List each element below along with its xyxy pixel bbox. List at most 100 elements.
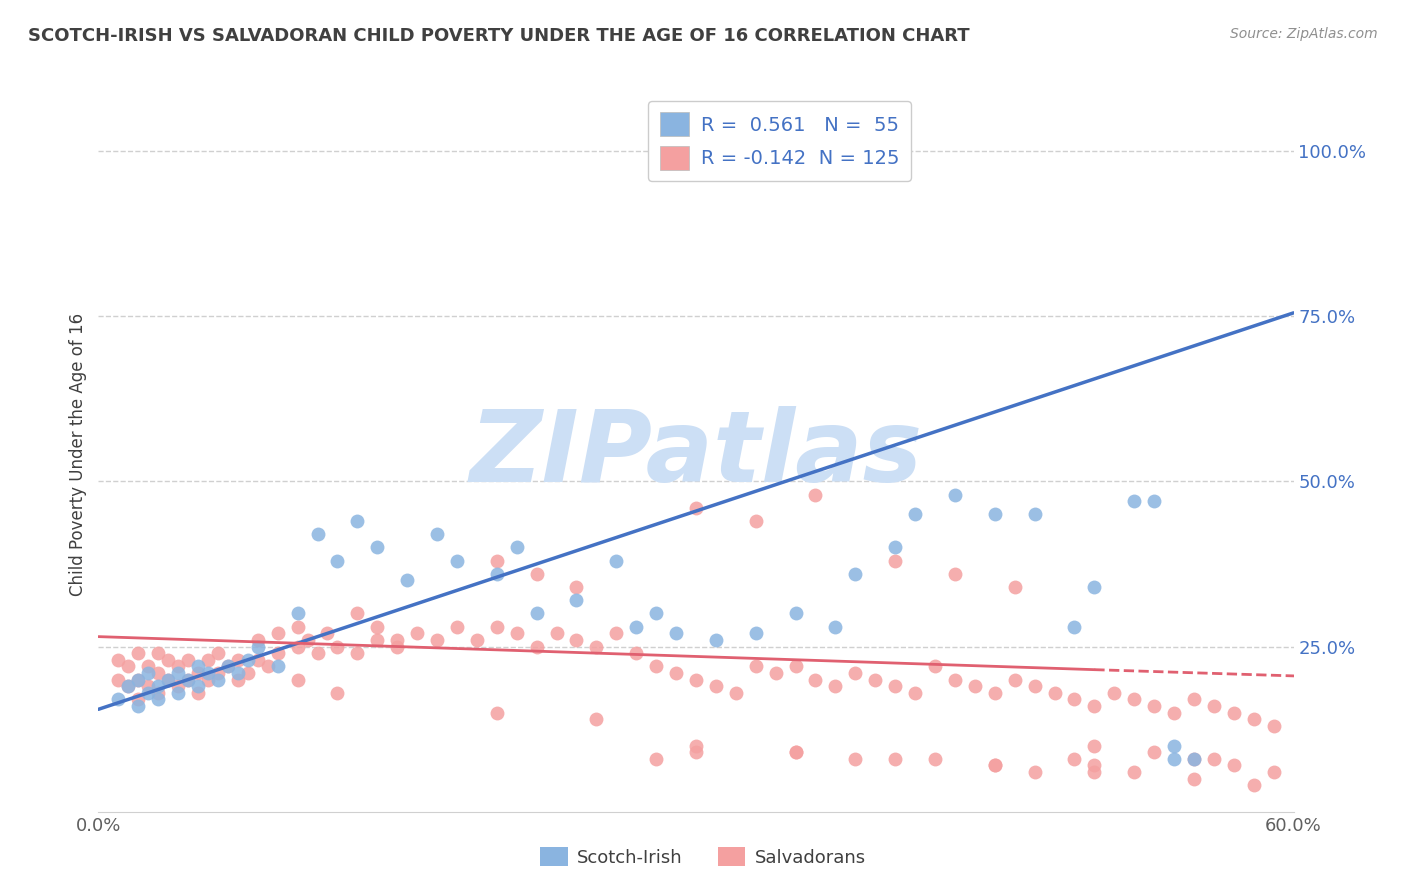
Point — [127, 673, 149, 687]
Point — [187, 659, 209, 673]
Point — [287, 673, 309, 687]
Point — [1024, 679, 1046, 693]
Point — [1063, 692, 1085, 706]
Point — [107, 653, 129, 667]
Point — [485, 620, 508, 634]
Point — [1043, 686, 1066, 700]
Point — [207, 673, 229, 687]
Point — [217, 659, 239, 673]
Point — [127, 692, 149, 706]
Point — [824, 620, 846, 634]
Point — [1182, 752, 1205, 766]
Point — [136, 659, 159, 673]
Point — [1024, 508, 1046, 522]
Point — [107, 692, 129, 706]
Point — [366, 620, 388, 634]
Point — [685, 739, 707, 753]
Point — [1143, 494, 1166, 508]
Point — [1063, 620, 1085, 634]
Point — [117, 659, 139, 673]
Point — [157, 653, 180, 667]
Point — [605, 626, 627, 640]
Point — [1143, 745, 1166, 759]
Point — [326, 640, 349, 654]
Point — [177, 653, 200, 667]
Point — [704, 679, 727, 693]
Point — [127, 673, 149, 687]
Point — [385, 632, 409, 647]
Point — [136, 665, 159, 680]
Point — [187, 686, 209, 700]
Point — [246, 653, 269, 667]
Point — [267, 659, 290, 673]
Point — [1222, 758, 1246, 772]
Point — [506, 626, 529, 640]
Point — [207, 665, 229, 680]
Point — [148, 692, 170, 706]
Point — [785, 745, 807, 759]
Point — [157, 673, 180, 687]
Point — [187, 679, 209, 693]
Point — [745, 626, 768, 640]
Point — [148, 686, 170, 700]
Point — [187, 665, 209, 680]
Point — [236, 665, 259, 680]
Point — [685, 673, 707, 687]
Point — [1024, 765, 1046, 780]
Point — [136, 679, 159, 693]
Point — [724, 686, 747, 700]
Point — [366, 632, 388, 647]
Point — [127, 698, 149, 713]
Point — [256, 659, 278, 673]
Point — [307, 646, 329, 660]
Point — [1083, 765, 1105, 780]
Text: Source: ZipAtlas.com: Source: ZipAtlas.com — [1230, 27, 1378, 41]
Point — [645, 607, 668, 621]
Point — [984, 686, 1007, 700]
Point — [785, 607, 807, 621]
Point — [366, 541, 388, 555]
Point — [287, 640, 309, 654]
Point — [1263, 719, 1285, 733]
Point — [884, 541, 907, 555]
Point — [506, 541, 529, 555]
Point — [526, 566, 548, 581]
Point — [844, 566, 866, 581]
Legend: R =  0.561   N =  55, R = -0.142  N = 125: R = 0.561 N = 55, R = -0.142 N = 125 — [648, 101, 911, 181]
Point — [307, 527, 329, 541]
Point — [326, 686, 349, 700]
Point — [1004, 673, 1026, 687]
Point — [963, 679, 986, 693]
Point — [745, 659, 768, 673]
Point — [226, 673, 249, 687]
Point — [167, 686, 190, 700]
Text: SCOTCH-IRISH VS SALVADORAN CHILD POVERTY UNDER THE AGE OF 16 CORRELATION CHART: SCOTCH-IRISH VS SALVADORAN CHILD POVERTY… — [28, 27, 970, 45]
Point — [785, 659, 807, 673]
Point — [465, 632, 488, 647]
Point — [167, 659, 190, 673]
Point — [824, 679, 846, 693]
Point — [665, 626, 688, 640]
Point — [1243, 778, 1265, 792]
Point — [1263, 765, 1285, 780]
Point — [745, 514, 768, 528]
Point — [246, 640, 269, 654]
Point — [884, 752, 907, 766]
Point — [704, 632, 727, 647]
Point — [236, 653, 259, 667]
Point — [924, 659, 946, 673]
Point — [844, 752, 866, 766]
Point — [1083, 698, 1105, 713]
Point — [316, 626, 339, 640]
Point — [884, 554, 907, 568]
Point — [984, 758, 1007, 772]
Point — [1004, 580, 1026, 594]
Point — [1202, 752, 1225, 766]
Point — [148, 665, 170, 680]
Point — [1222, 706, 1246, 720]
Point — [117, 679, 139, 693]
Point — [904, 508, 927, 522]
Point — [765, 665, 787, 680]
Point — [645, 752, 668, 766]
Point — [167, 679, 190, 693]
